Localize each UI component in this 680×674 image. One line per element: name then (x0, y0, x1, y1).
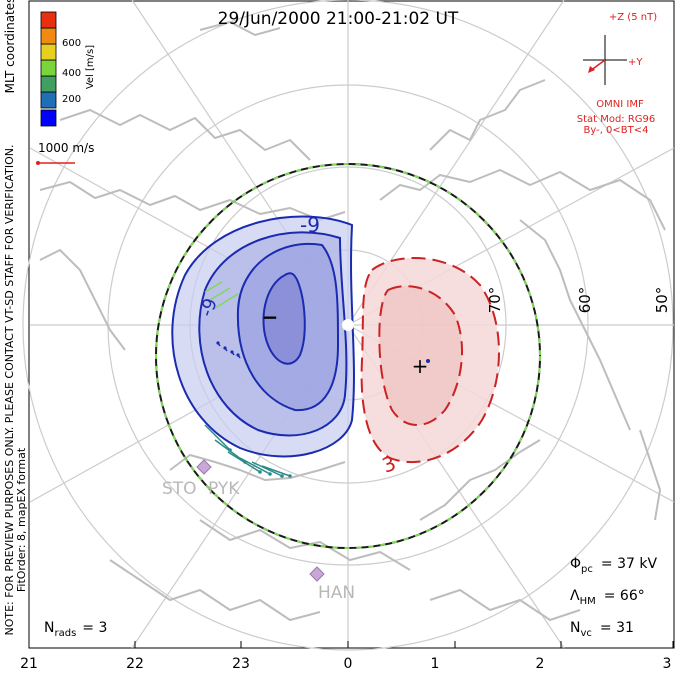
imf-z-label: +Z (5 nT) (609, 12, 657, 23)
stat-nvc-value: = 31 (600, 620, 634, 636)
colorbar-tick-200: 200 (62, 94, 81, 105)
stat-nrads-value: = 3 (82, 620, 107, 636)
stat-lambda-sub: HM (580, 596, 596, 607)
svg-text:ΛHM= 66°: ΛHM = 66° (570, 588, 645, 607)
vector-group-green (204, 281, 239, 309)
station-label-han: HAN (318, 583, 355, 603)
vector-point-dawn (426, 359, 430, 363)
svg-text:Φpc= 37 kV: Φpc = 37 kV (570, 556, 657, 575)
stat-nvc-symbol: N (570, 620, 580, 636)
stat-lambda-hm: ΛHM = 66° (570, 588, 645, 607)
latitude-label-50: 50° (653, 287, 671, 314)
stat-nvc: Nvc = 31 (570, 620, 634, 639)
negative-cell (171, 215, 355, 458)
colorbar: 600 400 200 Vel [m/s] (40, 11, 96, 127)
mlt-tick-23: 23 (232, 656, 250, 672)
positive-cell (360, 256, 500, 463)
mlt-tick-22: 22 (126, 656, 144, 672)
mlt-tick-0: 0 (344, 656, 353, 672)
station-label-sto: STO (162, 479, 197, 499)
velocity-vectors (204, 281, 430, 478)
imf-source: OMNI IMF (596, 99, 644, 110)
imf-model: Stat Mod: RG96 (577, 114, 656, 125)
stat-phi-sub: pc (581, 564, 593, 575)
colorbar-swatch-blue (40, 109, 57, 127)
station-label-pyk: PYK (208, 479, 240, 499)
side-note: NOTE: FOR PREVIEW PURPOSES ONLY. PLEASE … (3, 144, 16, 635)
colorbar-swatch-steel (40, 91, 57, 109)
mlt-tick-3: 3 (663, 656, 672, 672)
stat-phi-pc: Φpc = 37 kV (570, 556, 657, 575)
hm-boundary-dash (155, 163, 541, 549)
colorbar-swatch-teal (40, 75, 57, 93)
contour-label-neg-1: -9 (300, 213, 320, 237)
colorbar-swatch-orange (40, 27, 57, 45)
max-marker: + (412, 354, 429, 378)
imf-y-label: +Y (628, 57, 643, 68)
mlt-tick-1: 1 (431, 656, 440, 672)
station-marker-han (309, 566, 325, 582)
colorbar-swatch-yellow (40, 43, 57, 61)
imf-condition: By-, 0<BT<4 (583, 125, 648, 136)
station-markers (196, 459, 325, 582)
velocity-scale-dot (36, 161, 40, 165)
page-title: 29/Jun/2000 21:00-21:02 UT (218, 9, 459, 29)
fit-note: FitOrder: 8, mapEX format (15, 447, 28, 592)
stat-lambda-symbol: Λ (570, 588, 580, 604)
stat-phi-value: = 37 kV (601, 556, 658, 572)
mlt-tick-2: 2 (536, 656, 545, 672)
colorbar-swatch-red (40, 11, 57, 29)
stat-nrads-symbol: N (44, 620, 54, 636)
svg-text:Nrads= 3: Nrads = 3 (44, 620, 107, 639)
coastlines (39, 21, 666, 621)
coords-label: MLT coordinates (3, 0, 17, 93)
negative-contour-core (262, 272, 306, 365)
colorbar-label: Vel [m/s] (85, 45, 96, 89)
svg-text:Nvc= 31: Nvc = 31 (570, 620, 634, 639)
pole-marker (342, 319, 354, 331)
vector-group-south (204, 424, 292, 478)
imf-clock (583, 35, 627, 85)
stat-lambda-value: = 66° (604, 588, 645, 604)
stat-nrads: Nrads = 3 (44, 620, 107, 639)
mlt-tick-21: 21 (20, 656, 38, 672)
vector-group-dusk (216, 341, 241, 359)
latitude-label-60: 60° (576, 287, 594, 314)
colorbar-swatch-green (40, 59, 57, 77)
stat-phi-symbol: Φ (570, 556, 581, 572)
latitude-label-70: 70° (486, 287, 504, 314)
mlt-axis: 21 22 23 0 1 2 3 (20, 641, 674, 672)
positive-contour-inner (378, 285, 464, 426)
colorbar-tick-600: 600 (62, 38, 81, 49)
stat-nrads-sub: rads (54, 628, 76, 639)
colorbar-tick-400: 400 (62, 68, 81, 79)
min-marker: − (262, 305, 279, 329)
imf-arrowhead (588, 66, 595, 73)
velocity-scale-label: 1000 m/s (38, 141, 94, 155)
stat-nvc-sub: vc (580, 628, 591, 639)
station-marker-sto (196, 459, 212, 475)
